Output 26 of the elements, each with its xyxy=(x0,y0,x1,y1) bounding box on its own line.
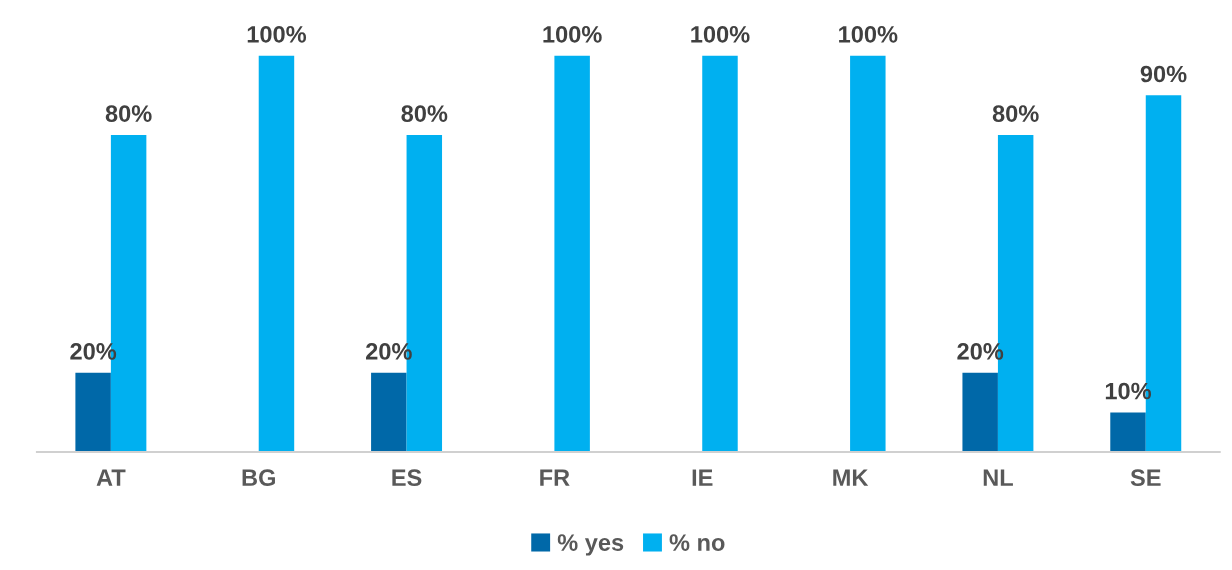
data-label: 100% xyxy=(839,26,898,43)
data-label: 100% xyxy=(247,26,307,43)
data-label: 80% xyxy=(401,105,448,122)
x-tick-label: MK xyxy=(833,469,869,486)
data-label: 90% xyxy=(1140,65,1187,83)
bar xyxy=(75,372,111,453)
legend-label: % no xyxy=(669,534,725,551)
data-label: 80% xyxy=(105,105,152,122)
bar xyxy=(962,372,998,453)
x-tick-label: FR xyxy=(540,469,570,486)
x-tick-label: IE xyxy=(692,469,713,486)
data-label: 100% xyxy=(543,26,602,43)
bar xyxy=(258,55,295,453)
x-tick-label: SE xyxy=(1130,469,1161,487)
bar xyxy=(1110,412,1146,453)
x-tick-label: ES xyxy=(392,469,422,487)
data-label: 100% xyxy=(691,26,750,43)
bar xyxy=(702,55,738,453)
x-tick-label: NL xyxy=(983,469,1013,486)
bar xyxy=(850,55,886,453)
bar xyxy=(554,55,590,453)
data-label: 80% xyxy=(992,105,1039,122)
legend-label: % yes xyxy=(557,534,624,556)
bar xyxy=(371,372,407,453)
x-tick-label: AT xyxy=(96,469,126,486)
x-tick-label: BG xyxy=(242,469,275,487)
